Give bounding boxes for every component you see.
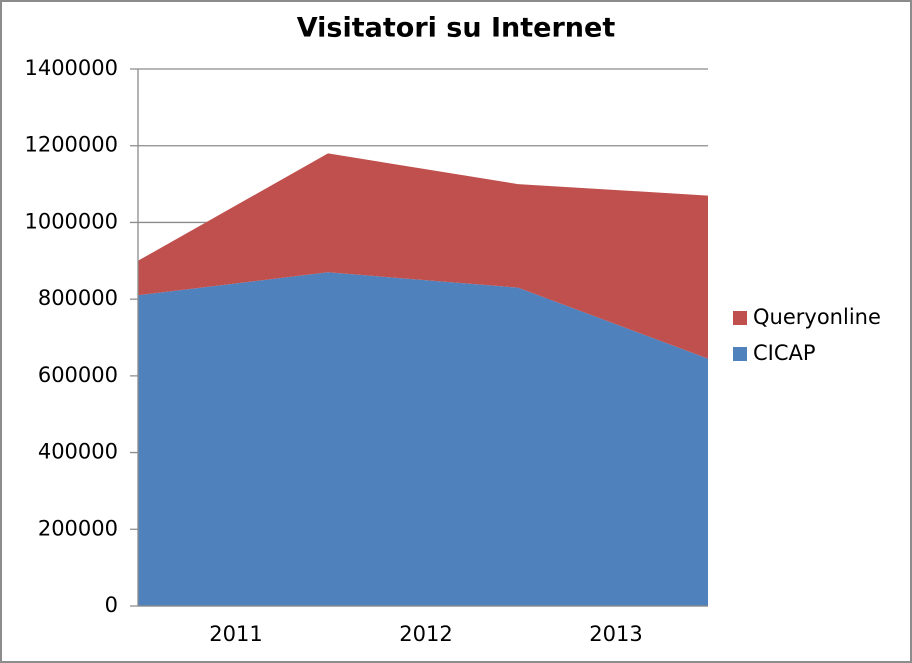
legend-label: CICAP	[753, 341, 816, 365]
chart-title: Visitatori su Internet	[297, 13, 616, 44]
legend-swatch	[733, 347, 747, 361]
legend-swatch	[733, 311, 747, 325]
y-tick-label: 200000	[38, 516, 118, 540]
x-tick-label: 2011	[209, 622, 262, 646]
y-tick-label: 600000	[38, 363, 118, 387]
legend-label: Queryonline	[753, 305, 881, 329]
x-tick-label: 2012	[399, 622, 452, 646]
y-tick-label: 1400000	[24, 56, 118, 80]
y-tick-label: 1200000	[24, 133, 118, 157]
area	[138, 153, 708, 359]
y-tick-label: 0	[105, 593, 118, 617]
area	[138, 272, 708, 606]
y-tick-label: 800000	[38, 286, 118, 310]
y-tick-label: 400000	[38, 440, 118, 464]
y-tick-label: 1000000	[24, 209, 118, 233]
x-tick-label: 2013	[589, 622, 642, 646]
